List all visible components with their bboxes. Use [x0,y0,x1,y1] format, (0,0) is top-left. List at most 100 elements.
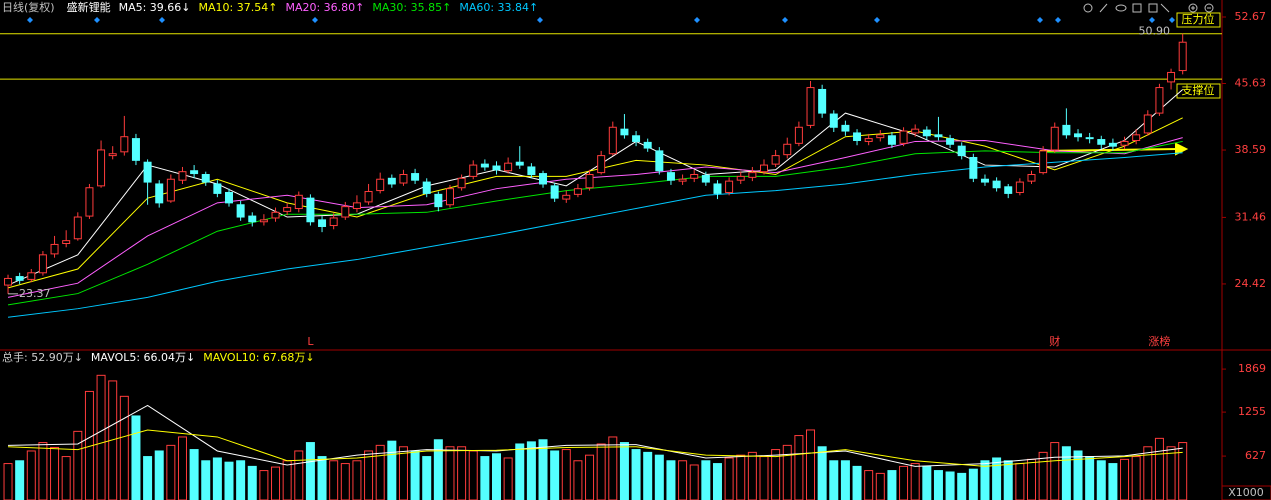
volume-bar [526,441,536,500]
legend-entry: MA5: 39.66↓ [119,1,191,14]
candle-body [806,87,815,126]
candle-body [434,193,443,208]
candle-body [131,138,140,161]
candle-body [725,180,734,193]
candle-body [492,165,501,171]
candle-body [108,153,117,157]
candle-body [306,197,315,223]
volume-bar [712,463,722,500]
volume-bar [585,454,595,500]
volume-bar [212,457,222,500]
candle-body [155,183,164,204]
candle-body [911,128,920,134]
legend-entry: MAVOL10: 67.68万↓ [203,351,314,364]
volume-bar [910,463,920,500]
volume-bar [806,429,816,500]
volume-bar [852,465,862,500]
volume-bar [968,468,978,500]
stock-name: 盛新锂能 [67,0,111,14]
candle-body [97,149,106,187]
volume-bar [387,440,397,500]
volume-bar [515,443,525,500]
volume-bar [701,460,711,500]
y-tick-label: 627 [1245,449,1266,462]
volume-bar [271,466,281,500]
volume-bar [887,470,897,500]
y-tick-label: 1255 [1238,405,1266,418]
volume-bar [817,446,827,500]
legend-entry: MA10: 37.54↑ [199,1,278,14]
candle-body [515,161,524,166]
volume-bar [422,456,432,500]
candle-body [736,175,745,181]
candle-body [771,155,780,165]
candle-body [794,126,803,144]
toolbar-icons[interactable] [1083,3,1214,13]
candle-body [1108,142,1117,147]
volume-bar [922,465,932,500]
volume-bar [1143,446,1153,500]
candle-body [690,174,699,179]
volume-bar [352,460,362,500]
candle-body [445,188,454,206]
candle-body [166,178,175,202]
volume-bar [957,472,967,500]
candle-body [73,216,82,240]
volume-bar [131,415,141,500]
candle-body [527,166,536,176]
candle-body [178,171,187,181]
volume-bar [899,465,909,500]
y-tick-label: 31.46 [1235,210,1267,223]
event-label: 财 [1049,334,1060,348]
volume-bar [596,443,606,500]
volume-bar [689,464,699,500]
candle-body [1074,133,1083,138]
candle-body [608,126,617,155]
candle-body [4,277,13,286]
volume-bar [1166,446,1176,500]
candle-body [841,124,850,132]
candle-body [1062,124,1071,136]
candle-body [411,173,420,181]
low-label: 23.37 [19,287,51,300]
volume-bar [1120,458,1130,500]
candle-body [283,207,292,212]
y-tick-label: 52.67 [1235,10,1267,23]
candle-body [713,183,722,194]
legend-entry: MA30: 35.85↑ [372,1,451,14]
candle-body [190,170,199,175]
volume-bar [1050,442,1060,500]
volume-bar [457,446,467,500]
candle-body [643,141,652,149]
candle-body [934,134,943,138]
volume-bar [177,436,187,500]
candle-body [632,135,641,142]
volume-bar [26,450,36,500]
candle-body [887,135,896,145]
candle-body [1167,71,1176,83]
candle-body [946,138,955,145]
volume-bar [724,457,734,500]
volume-bar [503,457,513,500]
candle-body [550,185,559,199]
volume-bar [1085,456,1095,500]
volume-bar [771,449,781,500]
legend-entry: MA20: 36.80↑ [285,1,364,14]
candle-body [1027,174,1036,182]
candle-body [620,128,629,136]
volume-bar [864,470,874,500]
volume-bar [619,442,629,500]
candle-body [818,88,827,114]
candle-body [1050,126,1059,151]
volume-bar [1038,451,1048,500]
volume-bar [1026,458,1036,500]
candle-body [15,276,24,281]
volume-bar [992,457,1002,500]
volume-bar [1154,437,1164,500]
volume-bar [445,446,455,500]
candle-body [457,177,466,189]
resistance-value: 50.90 [1139,25,1171,38]
volume-bar [96,374,106,500]
legend-entry: MA60: 33.84↑ [459,1,538,14]
